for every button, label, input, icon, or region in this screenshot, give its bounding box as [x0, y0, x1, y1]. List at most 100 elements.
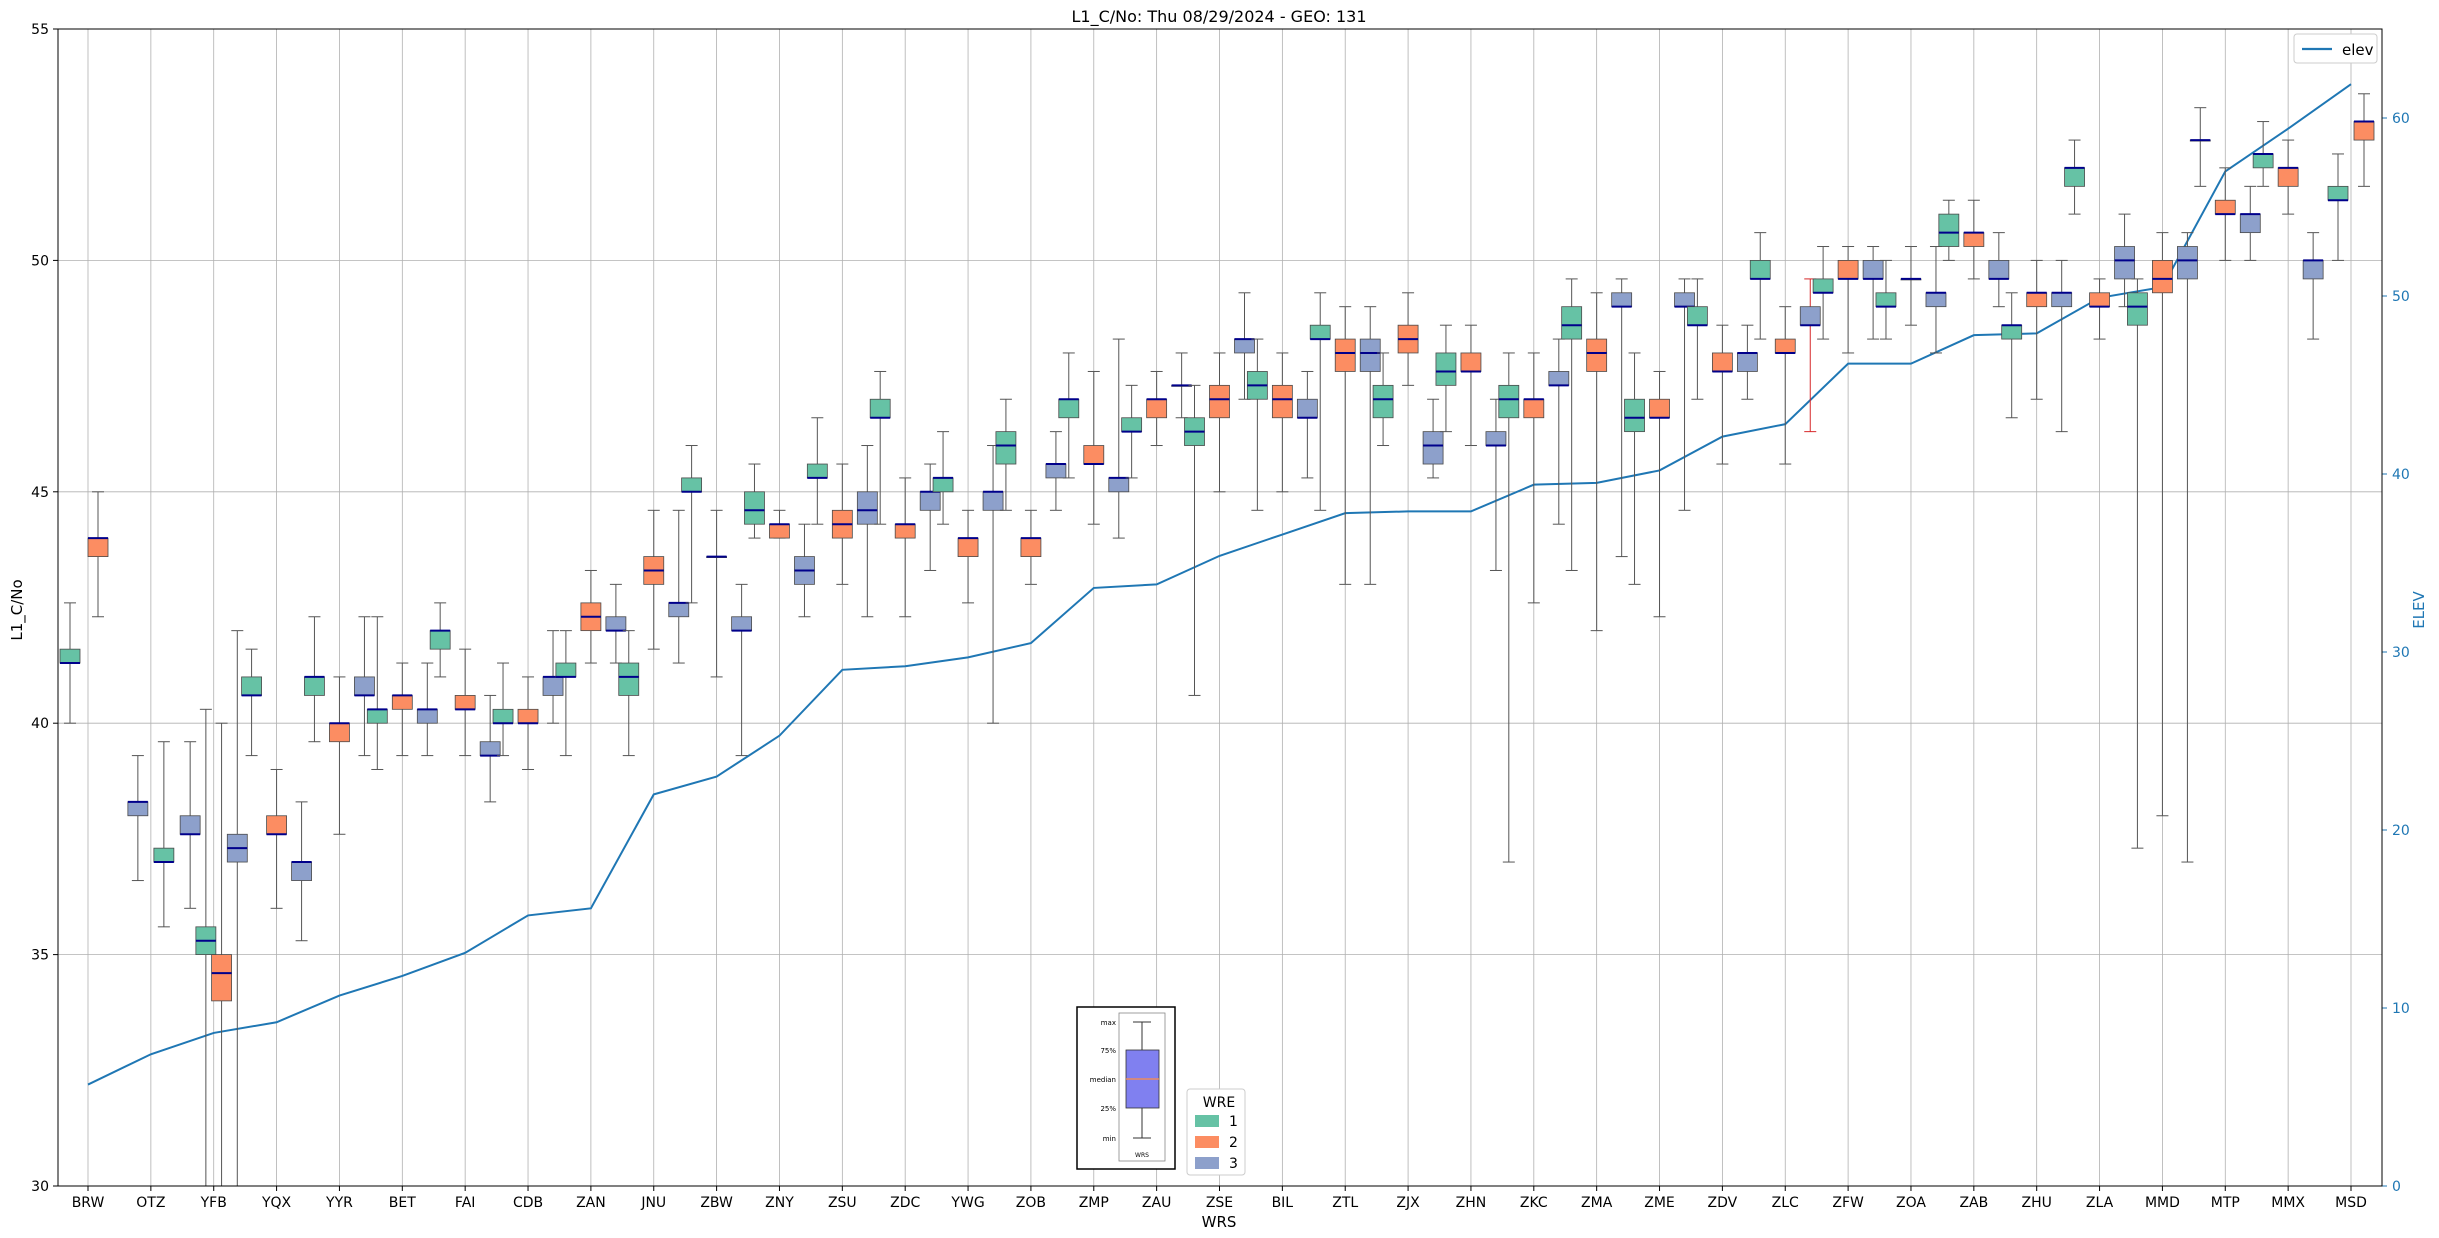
iqr-box [1875, 292, 1897, 308]
boxplot-inset: max 75% median 25% min WRS [1076, 1006, 1176, 1170]
iqr-box [618, 662, 640, 696]
iqr-box [668, 602, 690, 618]
box-zdc-wre1 [869, 370, 891, 525]
box-zse-wre1 [1184, 384, 1205, 696]
iqr-box [87, 537, 109, 557]
inset-label-q3: 75% [1100, 1047, 1116, 1055]
box-jnu-wre3 [668, 509, 690, 664]
wre-legend-title: WRE [1203, 1095, 1235, 1111]
box-zlc-wre2 [1774, 306, 1796, 465]
iqr-box [982, 491, 1004, 511]
iqr-box [454, 695, 476, 710]
wre-legend: WRE 1 2 3 [1186, 1088, 1246, 1176]
box-zau-wre3 [1171, 352, 1193, 419]
wre-legend-swatch-3 [1195, 1157, 1219, 1169]
iqr-box [366, 708, 388, 724]
box-bet-wre1 [366, 616, 388, 770]
box-msd-wre1 [2327, 153, 2349, 261]
iqr-box [2064, 167, 2085, 187]
x-tick-label: ZAN [576, 1195, 606, 1211]
wre-legend-swatch-1 [1195, 1115, 1219, 1127]
box-mmx-wre3 [2302, 232, 2324, 340]
box-zme-wre2 [1649, 370, 1670, 618]
iqr-box [1686, 306, 1708, 326]
box-yfb-wre3 [179, 741, 201, 909]
box-bet-wre2 [391, 662, 413, 757]
box-zau-wre2 [1146, 370, 1168, 447]
box-zlc-wre3 [1799, 278, 1821, 433]
box-zbw-wre1 [681, 445, 703, 604]
box-zmp-wre1 [1058, 352, 1080, 479]
box-bil-wre2 [1271, 352, 1293, 493]
box-fai-wre3 [479, 694, 501, 803]
y-tick-label: 30 [31, 1179, 49, 1195]
x-tick-label: BET [389, 1195, 416, 1211]
wre-legend-swatch-2 [1195, 1136, 1219, 1148]
iqr-box [919, 491, 941, 511]
iqr-box [1963, 232, 1985, 247]
box-zla-wre3 [2114, 213, 2135, 308]
box-zab-wre1 [1938, 199, 1960, 261]
iqr-box [869, 398, 891, 419]
iqr-box [2353, 121, 2375, 141]
iqr-box [744, 491, 765, 525]
box-zhu-wre2 [2026, 259, 2048, 400]
box-cdb-wre1 [492, 662, 514, 757]
box-ztl-wre2 [1334, 306, 1356, 585]
box-mmd-wre2 [2152, 232, 2173, 817]
iqr-box [1234, 338, 1255, 354]
box-zab-wre3 [1988, 232, 2010, 308]
iqr-box [492, 708, 514, 724]
iqr-box [179, 815, 201, 835]
iqr-box [932, 477, 954, 493]
iqr-box [2177, 246, 2198, 280]
iqr-box [1938, 213, 1960, 247]
y-tick-label: 40 [31, 716, 49, 732]
iqr-box [2302, 259, 2324, 280]
iqr-box [1083, 445, 1105, 465]
box-zmp-wre2 [1083, 370, 1105, 525]
x-tick-label: MMX [2271, 1195, 2305, 1211]
box-jnu-wre2 [643, 509, 665, 650]
x-tick-label: JNU [640, 1195, 666, 1211]
iqr-box [731, 616, 753, 632]
iqr-box [479, 741, 501, 756]
box-zoa-wre2 [1900, 246, 1922, 326]
iqr-box [2214, 199, 2236, 215]
box-msd-wre2 [2353, 93, 2375, 187]
box-zhn-wre2 [1460, 324, 1482, 447]
y-tick-label: 50 [31, 253, 49, 269]
x-axis-label: WRS [1202, 1213, 1237, 1231]
box-zab-wre2 [1963, 199, 1985, 280]
inset-label-q1: 25% [1100, 1105, 1116, 1113]
x-tick-label: ZMA [1581, 1195, 1613, 1211]
box-yfb-wre3 [226, 630, 248, 1187]
box-yqx-wre3 [291, 801, 312, 942]
y2-tick-label: 60 [2392, 111, 2410, 127]
x-tick-label: MSD [2335, 1195, 2367, 1211]
plot-frame [57, 28, 2383, 1187]
box-zob-wre2 [1020, 509, 1042, 585]
iqr-box [2051, 292, 2073, 308]
iqr-box [1309, 324, 1331, 340]
box-zme-wre1 [1624, 352, 1645, 585]
iqr-box [1146, 398, 1168, 419]
iqr-box [1209, 384, 1230, 419]
iqr-box [605, 616, 627, 632]
iqr-box [1711, 352, 1733, 372]
x-tick-label: ZAB [1959, 1195, 1988, 1211]
x-tick-label: ZBW [700, 1195, 733, 1211]
iqr-box [1548, 371, 1570, 386]
box-zob-wre1 [995, 398, 1017, 511]
box-bil-wre1 [1246, 338, 1268, 511]
iqr-box [1523, 398, 1545, 419]
iqr-box [354, 676, 375, 696]
iqr-box [2026, 292, 2048, 308]
iqr-box [995, 431, 1017, 465]
x-tick-label: ZLA [2086, 1195, 2114, 1211]
iqr-box [1774, 338, 1796, 354]
box-zjx-wre2 [1397, 292, 1419, 386]
box-yyr-wre2 [329, 676, 350, 835]
iqr-box [1498, 384, 1520, 419]
